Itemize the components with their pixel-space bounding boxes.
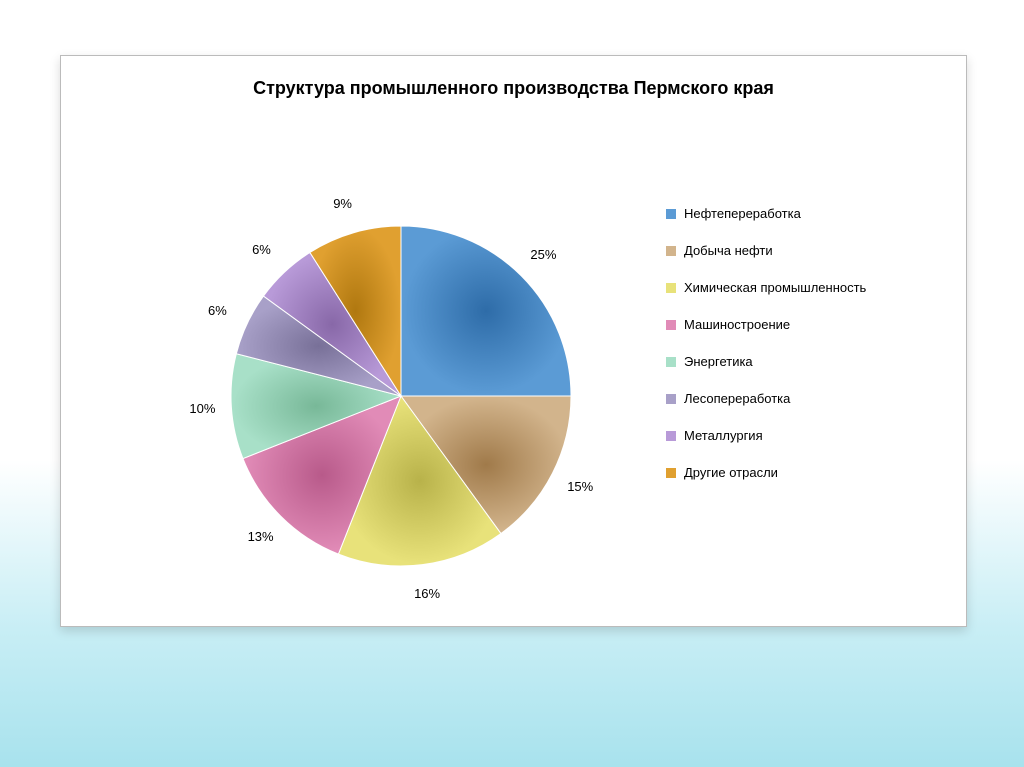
chart-title: Структура промышленного производства Пер… xyxy=(61,78,966,99)
legend-label: Машиностроение xyxy=(684,317,790,332)
legend-label: Химическая промышленность xyxy=(684,280,866,295)
slice-pct-label: 9% xyxy=(333,196,352,211)
legend-item: Лесопереработка xyxy=(666,391,946,406)
legend-item: Машиностроение xyxy=(666,317,946,332)
pie-chart: 25% 15% 16% 13% 10% 6% 6% 9% xyxy=(101,126,621,606)
legend-item: Нефтепереработка xyxy=(666,206,946,221)
legend: Нефтепереработка Добыча нефти Химическая п… xyxy=(666,206,946,502)
slice-pct-label: 25% xyxy=(530,247,556,262)
pie-svg xyxy=(101,126,621,606)
legend-swatch xyxy=(666,431,676,441)
slice-pct-label: 16% xyxy=(414,586,440,601)
legend-label: Нефтепереработка xyxy=(684,206,801,221)
legend-swatch xyxy=(666,357,676,367)
slice-pct-label: 13% xyxy=(248,529,274,544)
legend-label: Лесопереработка xyxy=(684,391,790,406)
legend-item: Добыча нефти xyxy=(666,243,946,258)
legend-label: Энергетика xyxy=(684,354,753,369)
legend-swatch xyxy=(666,209,676,219)
legend-label: Добыча нефти xyxy=(684,243,773,258)
legend-swatch xyxy=(666,320,676,330)
legend-swatch xyxy=(666,283,676,293)
legend-swatch xyxy=(666,246,676,256)
slice-pct-label: 15% xyxy=(567,479,593,494)
legend-item: Металлургия xyxy=(666,428,946,443)
legend-swatch xyxy=(666,394,676,404)
legend-swatch xyxy=(666,468,676,478)
legend-label: Металлургия xyxy=(684,428,763,443)
legend-label: Другие отрасли xyxy=(684,465,778,480)
slice-pct-label: 6% xyxy=(208,303,227,318)
slice-pct-label: 10% xyxy=(189,401,215,416)
legend-item: Химическая промышленность xyxy=(666,280,946,295)
page-background: Структура промышленного производства Пер… xyxy=(0,0,1024,767)
chart-card: Структура промышленного производства Пер… xyxy=(60,55,967,627)
legend-item: Другие отрасли xyxy=(666,465,946,480)
legend-item: Энергетика xyxy=(666,354,946,369)
slice-pct-label: 6% xyxy=(252,242,271,257)
